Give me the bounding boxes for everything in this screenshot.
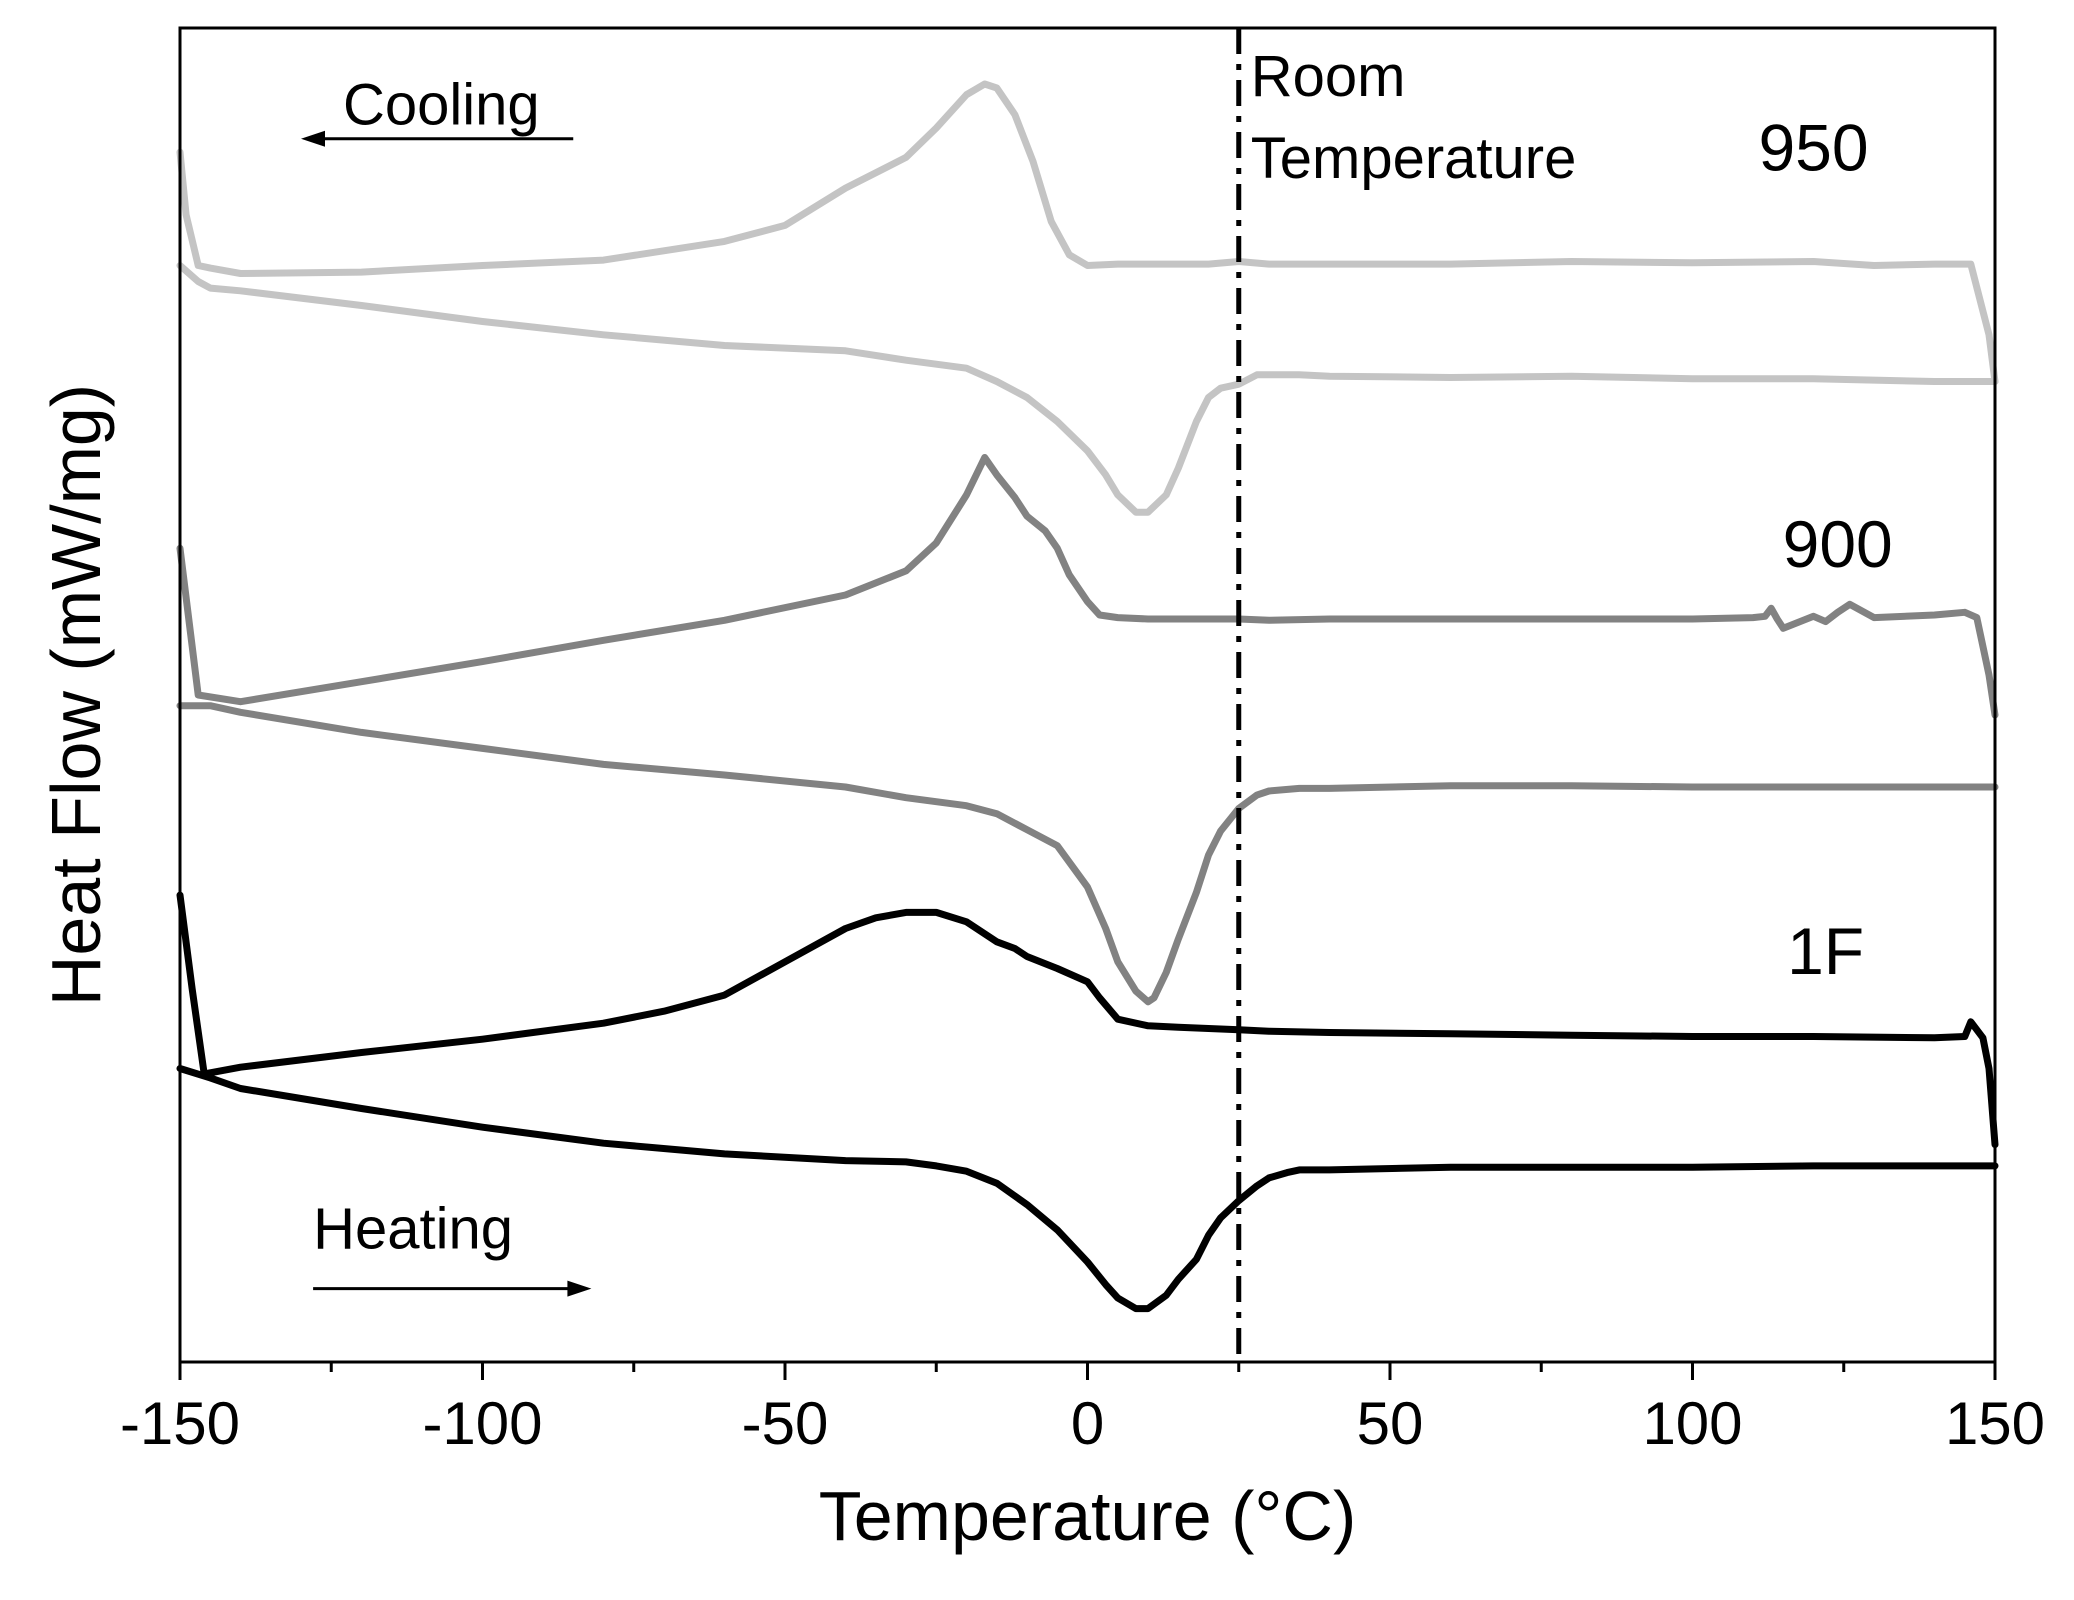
heating-label: Heating (313, 1197, 513, 1262)
y-axis-title: Heat Flow (mW/mg) (37, 384, 115, 1006)
series-label-1F: 1F (1787, 914, 1864, 988)
cooling-label: Cooling (343, 73, 540, 138)
series-label-900: 900 (1783, 507, 1893, 581)
x-tick-label: 150 (1945, 1390, 2045, 1457)
cooling-arrowhead (301, 130, 325, 147)
heating-arrowhead (567, 1280, 592, 1297)
series-1F-heating-curve (176, 1065, 1999, 1313)
series-label-950: 950 (1758, 111, 1868, 185)
series-900-cooling-curve (176, 454, 1999, 719)
x-tick-label: -100 (422, 1390, 542, 1457)
room-temperature-label-line2: Temperature (1251, 126, 1577, 191)
series-label-layer: 950 900 1F (1758, 111, 1892, 988)
x-axis-title: Temperature (°C) (819, 1477, 1357, 1555)
x-tick-label: 50 (1357, 1390, 1424, 1457)
series-950-heating-curve (176, 262, 1999, 516)
series-900-heating-curve (176, 702, 1999, 1006)
x-tick-label: 0 (1071, 1390, 1104, 1457)
x-tick-label: -150 (120, 1390, 240, 1457)
x-tick-layer: -150 -100 -50 0 50 100 150 (120, 1362, 2045, 1457)
series-layer (176, 80, 1999, 1313)
series-950-cooling-curve (176, 80, 1999, 385)
x-tick-label: -50 (742, 1390, 829, 1457)
room-temperature-label-line1: Room (1251, 44, 1406, 109)
plot-frame (178, 26, 1997, 1364)
x-tick-label: 100 (1642, 1390, 1742, 1457)
series-1F-cooling-curve (176, 891, 1999, 1149)
